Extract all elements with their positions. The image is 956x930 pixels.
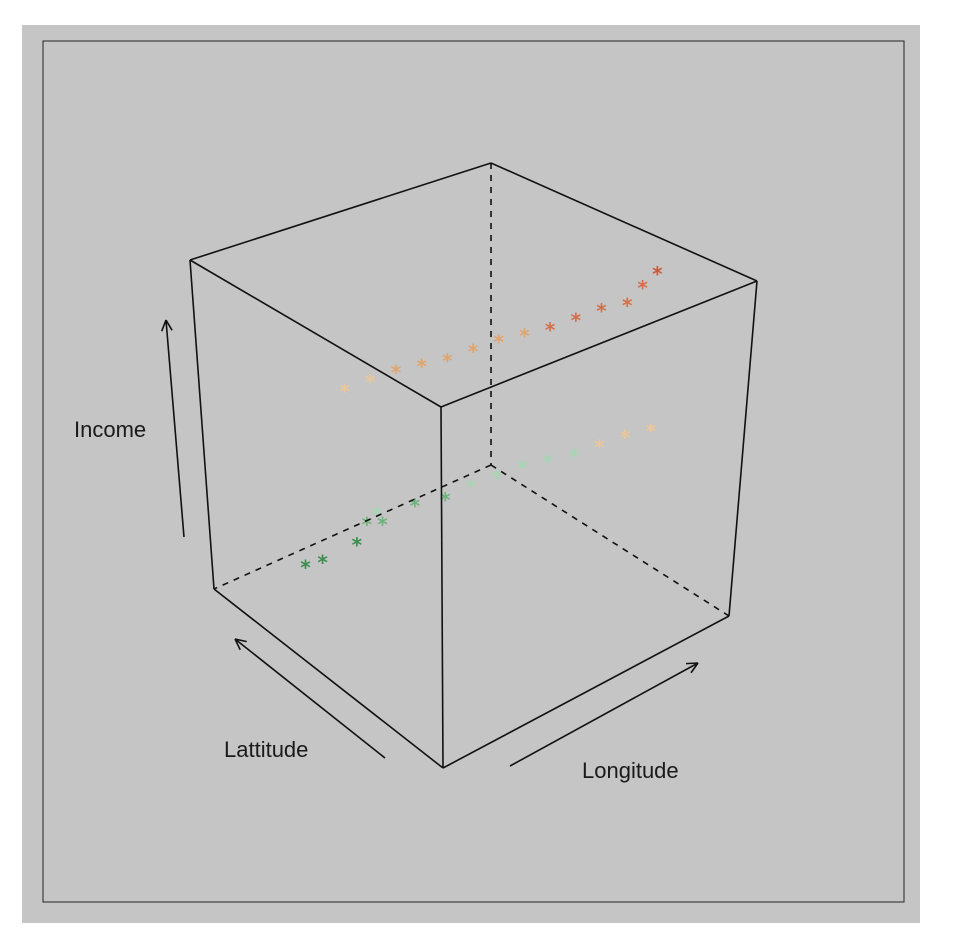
data-point: *	[352, 533, 363, 557]
data-point: *	[491, 466, 502, 490]
z-axis-label: Income	[74, 417, 146, 442]
data-point: *	[620, 425, 631, 449]
data-point: *	[442, 349, 453, 373]
scatter-3d-chart: * ***** *** * * * * * * ** * * * * * * * * * * *** Income La…	[42, 40, 905, 903]
y-axis-arrow	[234, 638, 386, 759]
box-edge	[440, 280, 758, 408]
bounding-box	[189, 162, 758, 769]
box-edge-hidden	[213, 464, 492, 590]
data-point: *	[543, 450, 554, 474]
data-point: *	[594, 435, 605, 459]
data-point: *	[391, 361, 402, 385]
box-edge	[442, 615, 730, 769]
y-axis-label: Lattitude	[224, 737, 308, 762]
plot-panel: * * * * * * * * * * * * * * * * * * * * * * * * * * * * * * Income La…	[22, 25, 920, 923]
data-point: *	[517, 456, 528, 480]
data-point: *	[652, 262, 663, 286]
z-axis-arrow-head	[160, 319, 167, 332]
y-axis-arrow-head	[234, 638, 247, 643]
data-point: *	[365, 370, 376, 394]
data-point: *	[622, 293, 633, 317]
data-point: *	[568, 444, 579, 468]
data-point: *	[317, 550, 328, 574]
box-edge	[728, 280, 758, 617]
data-point: *	[362, 512, 373, 536]
plot-border	[42, 40, 905, 903]
y-axis-arrow-head	[234, 638, 241, 651]
z-axis-arrow	[165, 319, 185, 538]
data-point: *	[519, 324, 530, 348]
axis-arrows	[160, 319, 699, 767]
x-axis-arrow-head	[690, 662, 699, 674]
data-point: *	[646, 419, 657, 443]
box-edge-hidden	[490, 464, 730, 617]
box-edge	[490, 162, 758, 282]
data-point: *	[637, 276, 648, 300]
box-edge	[213, 588, 444, 769]
box-edge	[189, 259, 442, 408]
box-edge	[189, 259, 215, 590]
x-axis-arrow-head	[685, 662, 699, 665]
data-point: *	[371, 502, 382, 526]
x-axis-arrow	[509, 662, 699, 767]
box-edge	[189, 162, 492, 261]
data-point: *	[300, 555, 311, 579]
data-point: *	[416, 355, 427, 379]
data-point: *	[596, 299, 607, 323]
x-axis-label: Longitude	[582, 758, 679, 783]
data-point: *	[440, 488, 451, 512]
z-axis-arrow-head	[165, 319, 173, 331]
box-edge	[440, 406, 444, 769]
points-layer: * ***** *** * * * * * * ** * * * * * * * * * * ***	[300, 262, 663, 579]
data-point: *	[545, 318, 556, 342]
data-point: *	[571, 309, 582, 333]
data-point: *	[466, 475, 477, 499]
data-point: *	[468, 339, 479, 363]
data-point: *	[410, 494, 421, 518]
data-point: *	[377, 513, 388, 537]
data-point: *	[494, 330, 505, 354]
data-point: *	[339, 379, 350, 403]
